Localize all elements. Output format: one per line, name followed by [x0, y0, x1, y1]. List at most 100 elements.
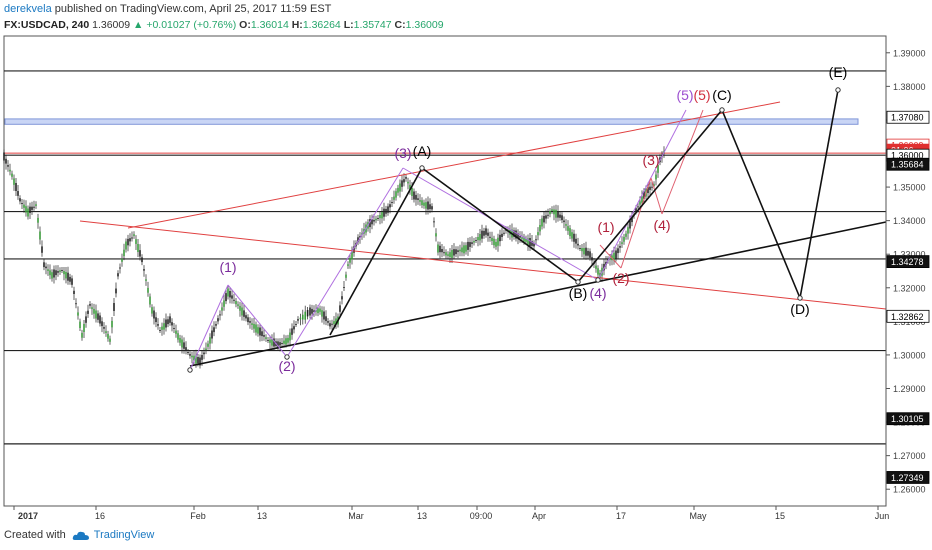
candle: [417, 198, 419, 200]
candle: [327, 321, 329, 323]
candle: [603, 263, 605, 271]
candle: [441, 249, 443, 253]
candle: [117, 273, 119, 277]
candle: [217, 318, 219, 322]
candle: [293, 326, 295, 330]
candle: [3, 152, 5, 161]
candle: [237, 304, 239, 306]
candle: [495, 241, 497, 247]
candle: [483, 230, 485, 236]
purple-wave: [189, 284, 229, 371]
pivot-marker: [835, 87, 841, 93]
candle: [357, 237, 359, 243]
candle: [241, 307, 243, 316]
candle: [527, 238, 529, 245]
candle: [471, 242, 473, 244]
open-value: 1.36014: [250, 19, 289, 31]
price-axis-label: 1.34000: [893, 216, 926, 226]
candle: [553, 209, 555, 215]
candle: [277, 341, 279, 348]
candle: [567, 226, 569, 231]
candle: [207, 343, 209, 347]
candle: [581, 248, 583, 252]
pivot-marker: [797, 295, 803, 301]
candle: [125, 241, 127, 250]
price-axis-label: 1.27000: [893, 451, 926, 461]
candle: [629, 220, 631, 229]
candle: [349, 257, 351, 263]
candle: [653, 184, 655, 186]
candle: [261, 331, 263, 337]
candle: [161, 326, 163, 330]
candle: [351, 251, 353, 260]
candle: [623, 236, 625, 242]
candle: [304, 311, 306, 320]
candle: [627, 227, 629, 234]
tradingview-logo[interactable]: TradingView: [72, 529, 154, 541]
candle: [329, 323, 331, 327]
candle: [201, 355, 203, 360]
candle: [399, 183, 401, 192]
pivot-marker: [187, 367, 193, 373]
candle: [451, 250, 453, 258]
time-axis-label: 09:00: [470, 511, 493, 521]
candle: [306, 310, 309, 317]
candle: [227, 288, 229, 297]
author-link[interactable]: derekvela: [4, 3, 52, 15]
candle: [59, 270, 61, 272]
candle: [251, 323, 253, 325]
candle: [317, 308, 319, 314]
price-badge: [886, 157, 930, 171]
candle: [213, 327, 215, 333]
candle: [575, 238, 577, 244]
candle: [405, 177, 407, 179]
pivot-marker: [284, 354, 290, 360]
candle: [571, 232, 573, 239]
candle: [55, 270, 57, 276]
candle: [397, 187, 399, 193]
price-badge-label: 1.27349: [891, 473, 924, 483]
candle: [127, 238, 129, 246]
candle: [269, 339, 271, 343]
candle: [465, 245, 467, 252]
candle: [159, 330, 161, 331]
candle: [325, 316, 327, 322]
low-label: L:: [343, 19, 354, 31]
candle: [79, 321, 81, 328]
candle: [427, 201, 429, 210]
pivot-marker: [595, 277, 601, 283]
candle: [183, 342, 185, 349]
candle: [449, 252, 451, 257]
purple-wave: [286, 167, 404, 358]
candle: [73, 290, 75, 294]
time-axis-label: May: [689, 511, 707, 521]
wave-label: (D): [790, 301, 809, 317]
candle: [41, 246, 43, 253]
candle: [7, 165, 9, 167]
candle: [107, 333, 109, 339]
red-wave: [661, 109, 704, 215]
candle: [195, 355, 197, 364]
candle: [137, 244, 139, 252]
candle: [369, 219, 371, 228]
candle: [549, 211, 551, 215]
wave-label: (C): [712, 87, 731, 103]
candle: [81, 332, 83, 338]
candle: [583, 248, 585, 255]
wave-label: (5): [676, 87, 693, 103]
candle: [447, 254, 449, 256]
publish-line: derekvela published on TradingView.com, …: [4, 3, 331, 15]
time-axis-label: 15: [775, 511, 785, 521]
candle: [39, 231, 41, 240]
candle: [253, 323, 255, 329]
candle: [287, 337, 289, 343]
candle: [83, 324, 85, 332]
candle: [503, 232, 505, 234]
candle: [157, 324, 159, 326]
price-axis-label: 1.39000: [893, 48, 926, 58]
candle: [165, 319, 167, 328]
price-axis-label: 1.29000: [893, 384, 926, 394]
time-axis-label: Apr: [532, 511, 546, 521]
candle: [295, 324, 297, 325]
